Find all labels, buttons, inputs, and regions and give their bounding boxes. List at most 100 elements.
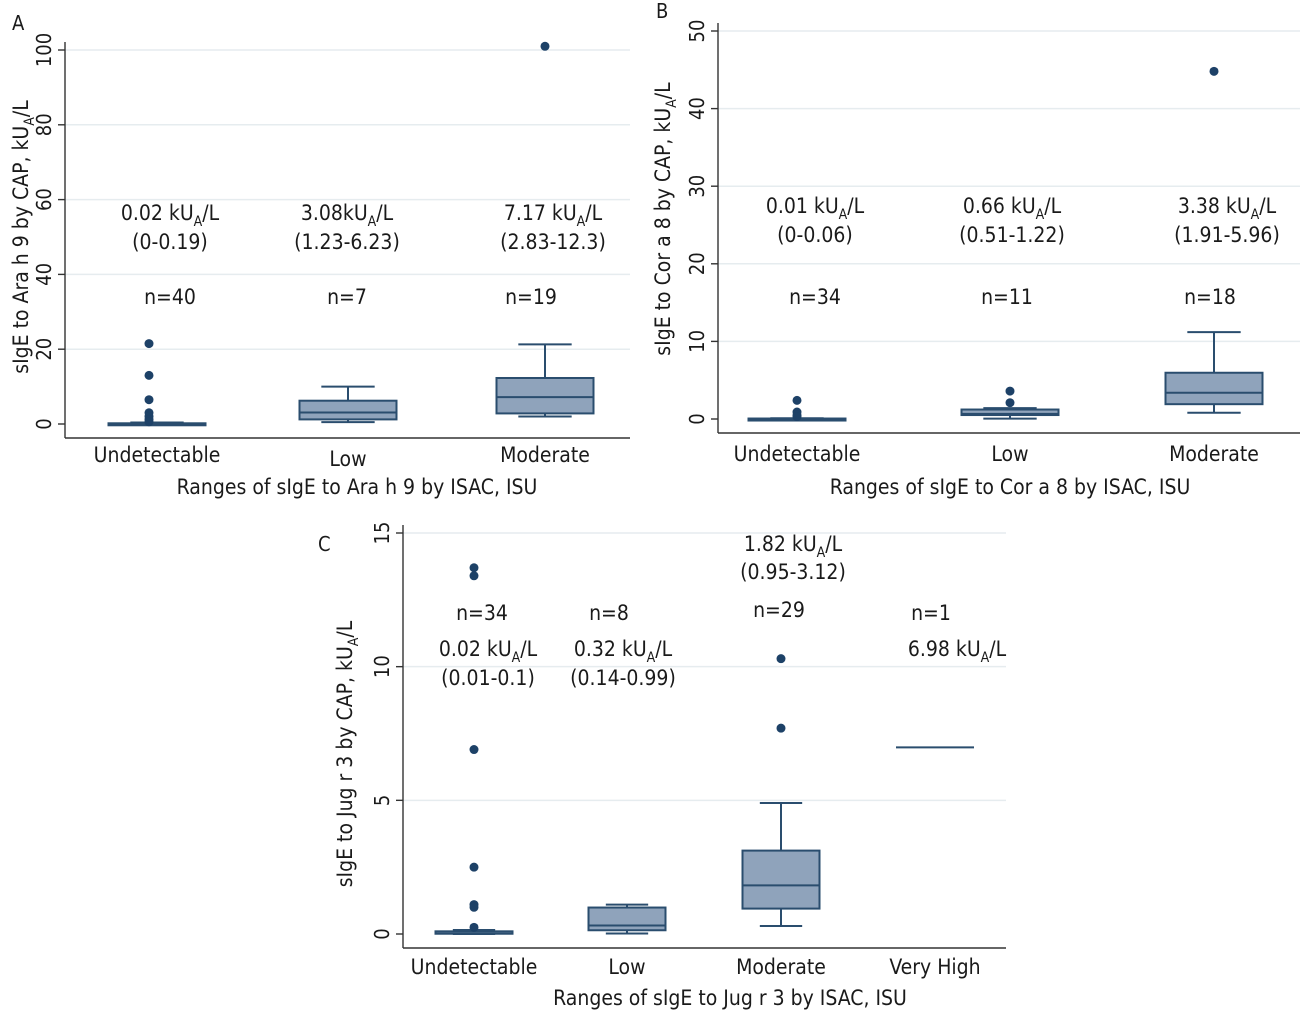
outlier-point	[144, 370, 154, 380]
outlier-point	[792, 412, 802, 422]
iqr-box	[495, 376, 595, 415]
y-tick-label: 60	[32, 188, 56, 211]
y-tick-label: 50	[685, 20, 709, 43]
n-annotation: n=18	[1184, 285, 1236, 309]
outlier-point	[776, 654, 786, 664]
outlier-point	[1005, 386, 1015, 396]
box-undetectable: Undetectable 0.01 kUA/L(0-0.06) n=34	[734, 194, 865, 466]
category-label: Low	[608, 955, 645, 979]
y-tick-label: 10	[370, 655, 394, 678]
box-moderate: Moderate 1.82 kUA/L(0.95-3.12) n=29	[736, 532, 846, 979]
category-label: Undetectable	[94, 443, 221, 467]
y-axis-label: sIgE to Ara h 9 by CAP, kUA/L	[9, 100, 38, 374]
median-annotation: 0.66 kUA/L	[963, 194, 1062, 223]
n-annotation: n=1	[911, 601, 951, 625]
iqr-box	[741, 849, 821, 910]
median-annotation: 1.82 kUA/L	[744, 532, 843, 561]
y-tick-label: 20	[685, 252, 709, 275]
box-moderate: Moderate 7.17 kUA/L(2.83-12.3) n=19	[495, 41, 606, 467]
iqr-annotation: (0-0.06)	[777, 223, 853, 247]
x-axis-label: Ranges of sIgE to Cor a 8 by ISAC, ISU	[830, 475, 1191, 499]
n-annotation: n=29	[753, 598, 805, 622]
y-axis-label: sIgE to Jug r 3 by CAP, kUA/L	[333, 620, 362, 887]
y-tick-label: 80	[32, 113, 56, 136]
iqr-annotation: (1.23-6.23)	[294, 230, 400, 254]
box-moderate: Moderate 3.38 kUA/L(1.91-5.96) n=18	[1164, 66, 1280, 466]
y-tick-label: 15	[370, 522, 394, 545]
median-annotation: 6.98 kUA/L	[908, 637, 1007, 666]
iqr-box	[298, 399, 398, 421]
median-annotation: 0.32 kUA/L	[574, 637, 673, 666]
category-label: Moderate	[736, 955, 826, 979]
n-annotation: n=8	[589, 601, 629, 625]
iqr-annotation: (2.83-12.3)	[500, 230, 606, 254]
outlier-point	[469, 922, 479, 932]
panel-letter: B	[656, 0, 668, 23]
y-tick-label: 30	[685, 175, 709, 198]
outlier-point	[1005, 398, 1015, 408]
outlier-point	[792, 395, 802, 405]
n-annotation: n=40	[144, 285, 196, 309]
box-very-high: Very High 6.98 kUA/L n=1	[889, 601, 1006, 979]
y-tick-label: 40	[685, 97, 709, 120]
category-label: Low	[991, 442, 1028, 466]
y-tick-label: 40	[32, 263, 56, 286]
outlier-point	[144, 395, 154, 405]
category-label: Low	[329, 447, 366, 471]
n-annotation: n=34	[456, 601, 508, 625]
iqr-annotation: (0.14-0.99)	[570, 666, 676, 690]
y-tick-label: 20	[32, 338, 56, 361]
category-label: Moderate	[500, 443, 590, 467]
box-undetectable: Undetectable 0.02 kUA/L(0-0.19) n=40	[94, 201, 221, 467]
panel-letter: C	[318, 532, 331, 556]
outlier-point	[144, 339, 154, 349]
category-label: Moderate	[1169, 442, 1259, 466]
outlier-point	[469, 745, 479, 755]
outlier-point	[1209, 66, 1219, 76]
iqr-box	[587, 906, 667, 932]
box-undetectable: Undetectable 0.02 kUA/L(0.01-0.1) n=34	[411, 563, 538, 979]
iqr-annotation: (0-0.19)	[132, 230, 208, 254]
median-annotation: 3.38 kUA/L	[1178, 194, 1277, 223]
outlier-point	[469, 571, 479, 581]
y-axis-label: sIgE to Cor a 8 by CAP, kUA/L	[651, 82, 680, 356]
category-label: Very High	[889, 955, 980, 979]
outlier-point	[469, 563, 479, 573]
iqr-annotation: (0.95-3.12)	[740, 560, 846, 584]
iqr-annotation: (0.51-1.22)	[959, 223, 1065, 247]
n-annotation: n=11	[981, 285, 1033, 309]
iqr-annotation: (1.91-5.96)	[1174, 223, 1280, 247]
n-annotation: n=34	[789, 285, 841, 309]
x-axis-label: Ranges of sIgE to Jug r 3 by ISAC, ISU	[553, 986, 907, 1010]
category-label: Undetectable	[411, 955, 538, 979]
y-tick-label: 0	[32, 418, 56, 429]
median-annotation: 0.02 kUA/L	[439, 637, 538, 666]
median-annotation: 3.08kUA/L	[301, 201, 394, 230]
outlier-point	[469, 902, 479, 912]
iqr-box	[1164, 371, 1264, 406]
box-low: Low 0.66 kUA/L(0.51-1.22) n=11	[959, 194, 1065, 466]
iqr-box	[960, 408, 1060, 417]
y-tick-label: 0	[685, 413, 709, 424]
box-low: Low 0.32 kUA/L(0.14-0.99) n=8	[570, 601, 676, 979]
median-annotation: 0.02 kUA/L	[121, 201, 220, 230]
y-tick-label: 0	[370, 928, 394, 939]
category-label: Undetectable	[734, 442, 861, 466]
outlier-point	[776, 723, 786, 733]
y-tick-label: 10	[685, 330, 709, 353]
n-annotation: n=7	[327, 285, 367, 309]
box-low: Low 3.08kUA/L(1.23-6.23) n=7	[294, 201, 400, 471]
median-annotation: 7.17 kUA/L	[504, 201, 603, 230]
outlier-point	[540, 41, 550, 51]
panel-letter: A	[12, 11, 25, 35]
median-annotation: 0.01 kUA/L	[766, 194, 865, 223]
iqr-annotation: (0.01-0.1)	[441, 666, 535, 690]
y-tick-label: 5	[370, 795, 394, 806]
outlier-point	[469, 862, 479, 872]
n-annotation: n=19	[505, 285, 557, 309]
y-tick-label: 100	[32, 33, 56, 67]
